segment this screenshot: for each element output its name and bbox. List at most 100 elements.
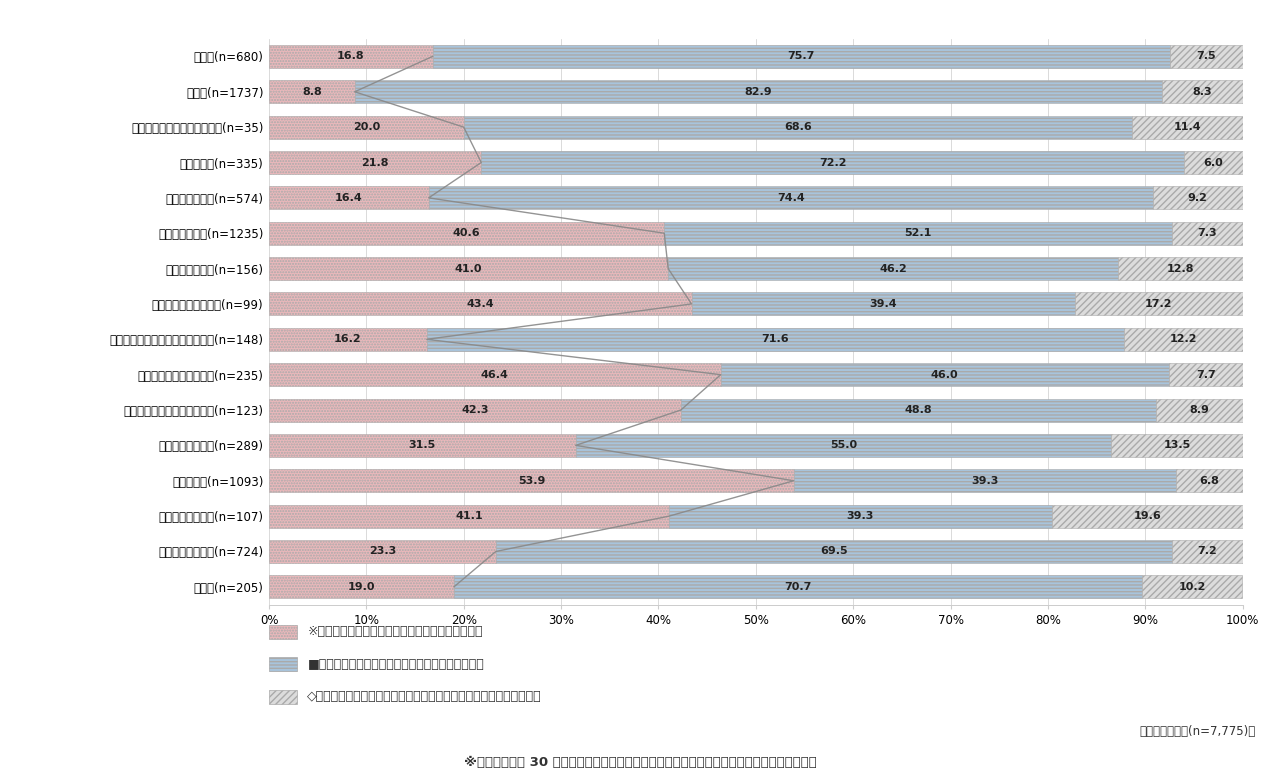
Text: 13.5: 13.5	[1163, 440, 1190, 450]
Bar	[692, 292, 1075, 315]
Text: 7.7: 7.7	[1196, 370, 1216, 380]
Bar	[269, 540, 496, 563]
Bar	[433, 45, 1170, 68]
Bar	[427, 328, 1123, 351]
Bar	[269, 398, 680, 422]
Text: ※顧客等からの著しい迷惑行為に関する相談がある: ※顧客等からの著しい迷惑行為に関する相談がある	[307, 625, 483, 638]
Bar	[269, 45, 433, 68]
Text: 39.4: 39.4	[870, 299, 897, 309]
Bar	[269, 434, 575, 457]
Text: 72.2: 72.2	[819, 157, 847, 167]
Text: 7.3: 7.3	[1198, 228, 1217, 238]
Text: 8.9: 8.9	[1189, 405, 1209, 415]
Bar	[1162, 81, 1243, 103]
Text: 53.9: 53.9	[518, 476, 546, 486]
Text: 46.4: 46.4	[480, 370, 509, 380]
Bar	[575, 434, 1111, 457]
Text: 6.0: 6.0	[1203, 157, 1223, 167]
Bar	[1111, 434, 1243, 457]
Bar	[269, 186, 429, 209]
Bar	[1143, 575, 1241, 598]
Text: ■顧客等からの著しい迷惑行為に関する相談はない: ■顧客等からの著しい迷惑行為に関する相談はない	[307, 658, 484, 670]
Text: 39.3: 39.3	[971, 476, 999, 486]
Bar	[1172, 222, 1243, 245]
Text: 8.8: 8.8	[302, 87, 322, 97]
Bar	[269, 505, 669, 528]
Text: 16.8: 16.8	[337, 51, 365, 61]
Text: 12.8: 12.8	[1167, 264, 1194, 274]
Text: 10.2: 10.2	[1179, 582, 1205, 592]
Text: 21.8: 21.8	[361, 157, 389, 167]
Text: 8.3: 8.3	[1193, 87, 1212, 97]
Text: ※サンプル数が 30 未満の「農林漁業」、「鉱業、採石業」は「その他」としてまとめている: ※サンプル数が 30 未満の「農林漁業」、「鉱業、採石業」は「その他」としてまと…	[464, 756, 817, 769]
Text: 40.6: 40.6	[452, 228, 480, 238]
Text: ◇顧客等からの著しい迷惑行為に関する相談の有無を把握していない: ◇顧客等からの著しい迷惑行為に関する相談の有無を把握していない	[307, 691, 542, 703]
Bar	[269, 469, 794, 492]
Text: 70.7: 70.7	[784, 582, 812, 592]
Bar	[269, 222, 665, 245]
Bar	[1168, 363, 1244, 386]
Bar	[665, 222, 1172, 245]
Bar	[1172, 540, 1243, 563]
Text: 74.4: 74.4	[778, 193, 804, 203]
Bar	[680, 398, 1155, 422]
Bar	[1123, 328, 1243, 351]
Text: 42.3: 42.3	[461, 405, 488, 415]
Bar	[1075, 292, 1243, 315]
Text: 75.7: 75.7	[788, 51, 815, 61]
Text: 68.6: 68.6	[784, 122, 812, 133]
Text: 12.2: 12.2	[1170, 334, 1196, 344]
Bar	[496, 540, 1172, 563]
Bar	[1170, 45, 1243, 68]
Text: 46.2: 46.2	[879, 264, 907, 274]
Text: 52.1: 52.1	[904, 228, 931, 238]
Text: 7.5: 7.5	[1196, 51, 1216, 61]
Bar	[669, 257, 1118, 280]
Text: 19.6: 19.6	[1134, 511, 1161, 521]
Text: 41.0: 41.0	[455, 264, 483, 274]
Bar	[1184, 151, 1243, 174]
Bar	[269, 363, 721, 386]
Text: 48.8: 48.8	[904, 405, 933, 415]
Bar	[269, 151, 482, 174]
Bar	[669, 505, 1052, 528]
Bar	[1052, 505, 1243, 528]
Text: 55.0: 55.0	[830, 440, 857, 450]
Bar	[429, 186, 1153, 209]
Bar	[269, 257, 669, 280]
Text: 11.4: 11.4	[1173, 122, 1200, 133]
Bar	[453, 575, 1143, 598]
Bar	[1155, 398, 1243, 422]
Text: 82.9: 82.9	[744, 87, 772, 97]
Text: 16.4: 16.4	[334, 193, 363, 203]
Bar	[1153, 186, 1243, 209]
Bar	[1176, 469, 1243, 492]
Text: 71.6: 71.6	[761, 334, 789, 344]
Text: 43.4: 43.4	[466, 299, 494, 309]
Text: 16.2: 16.2	[334, 334, 361, 344]
Bar	[269, 292, 692, 315]
Bar	[355, 81, 1162, 103]
Text: 20.0: 20.0	[352, 122, 380, 133]
Bar	[1118, 257, 1243, 280]
Text: 7.2: 7.2	[1198, 546, 1217, 556]
Bar	[269, 575, 453, 598]
Bar	[1131, 115, 1243, 139]
Text: 6.8: 6.8	[1199, 476, 1220, 486]
Text: 41.1: 41.1	[455, 511, 483, 521]
Bar	[269, 81, 355, 103]
Bar	[269, 328, 427, 351]
Text: 19.0: 19.0	[347, 582, 375, 592]
Text: （対象：全企業(n=7,775)）: （対象：全企業(n=7,775)）	[1139, 725, 1255, 738]
Bar	[269, 115, 464, 139]
Text: 23.3: 23.3	[369, 546, 396, 556]
Text: 17.2: 17.2	[1145, 299, 1172, 309]
Text: 9.2: 9.2	[1187, 193, 1208, 203]
Bar	[482, 151, 1184, 174]
Bar	[464, 115, 1131, 139]
Text: 69.5: 69.5	[820, 546, 848, 556]
Text: 31.5: 31.5	[409, 440, 436, 450]
Text: 46.0: 46.0	[931, 370, 958, 380]
Text: 39.3: 39.3	[847, 511, 874, 521]
Bar	[794, 469, 1176, 492]
